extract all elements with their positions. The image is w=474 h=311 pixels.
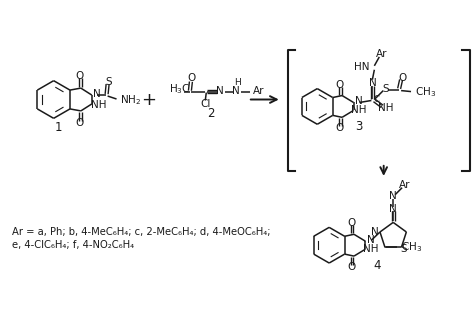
- Text: O: O: [398, 73, 406, 83]
- Text: NH: NH: [351, 105, 366, 115]
- Text: O: O: [76, 118, 84, 128]
- Text: N: N: [216, 86, 224, 95]
- Text: N: N: [355, 96, 362, 106]
- Text: N: N: [366, 235, 374, 245]
- Text: +: +: [141, 91, 156, 109]
- Text: Ar: Ar: [253, 86, 264, 95]
- Text: 4: 4: [374, 258, 381, 272]
- Text: S: S: [400, 244, 407, 254]
- Text: NH: NH: [363, 244, 378, 254]
- Text: H: H: [235, 78, 241, 87]
- Text: NH: NH: [91, 100, 107, 110]
- Text: NH$_2$: NH$_2$: [119, 93, 141, 107]
- Text: N: N: [370, 78, 377, 88]
- Text: N: N: [389, 203, 397, 214]
- Text: O: O: [187, 73, 196, 83]
- Text: O: O: [76, 71, 84, 81]
- Text: N: N: [371, 227, 379, 237]
- Text: 2: 2: [208, 107, 215, 120]
- Text: O: O: [347, 262, 355, 272]
- Text: Ar = a, Ph; b, 4-MeC₆H₄; c, 2-MeC₆H₄; d, 4-MeOC₆H₄;: Ar = a, Ph; b, 4-MeC₆H₄; c, 2-MeC₆H₄; d,…: [12, 227, 271, 237]
- Text: NH: NH: [377, 104, 393, 114]
- Text: C: C: [374, 95, 379, 104]
- Text: N: N: [93, 89, 100, 99]
- Text: e, 4-ClC₆H₄; f, 4-NO₂C₆H₄: e, 4-ClC₆H₄; f, 4-NO₂C₆H₄: [12, 240, 134, 250]
- Text: Cl: Cl: [200, 100, 210, 109]
- Text: O: O: [335, 123, 343, 133]
- Text: O: O: [335, 80, 343, 90]
- Text: CH$_3$: CH$_3$: [415, 86, 436, 100]
- Text: S: S: [105, 77, 112, 87]
- Text: CH$_3$: CH$_3$: [401, 241, 422, 254]
- Text: S: S: [382, 84, 389, 94]
- Text: N: N: [232, 86, 240, 95]
- Text: 3: 3: [355, 120, 362, 133]
- Text: Ar: Ar: [399, 180, 411, 190]
- Text: 1: 1: [55, 121, 63, 134]
- Text: H$_3$C: H$_3$C: [169, 83, 190, 96]
- Text: HN: HN: [354, 62, 369, 72]
- Text: N: N: [389, 191, 397, 201]
- Text: O: O: [347, 218, 355, 228]
- Text: Ar: Ar: [375, 49, 387, 59]
